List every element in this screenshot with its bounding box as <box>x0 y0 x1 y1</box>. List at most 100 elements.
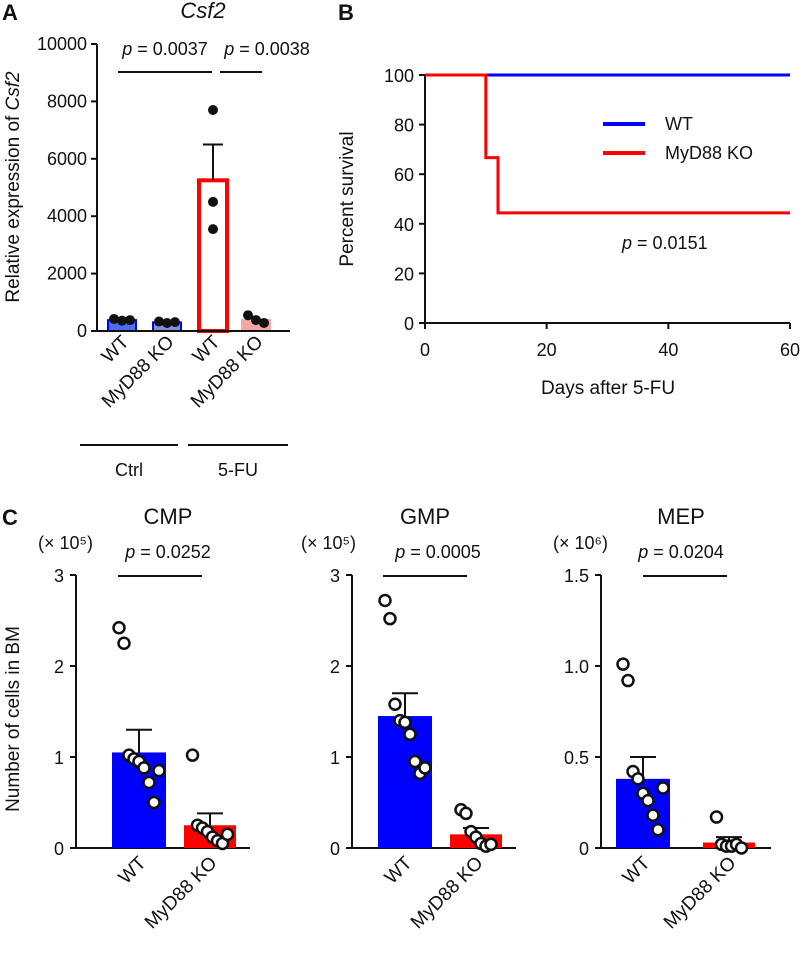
data-point <box>646 808 660 822</box>
y-tick-label: 3 <box>54 566 64 586</box>
y-tick-label: 0 <box>404 314 414 334</box>
data-point <box>243 310 253 321</box>
chart-title: CMP <box>144 504 193 529</box>
panel-letter-b: B <box>338 0 354 25</box>
axis-multiplier: (× 10⁵) <box>301 533 356 553</box>
p-value-label: p = 0.0252 <box>124 542 211 562</box>
data-point <box>734 841 749 855</box>
category-label: MyD88 KO <box>141 853 222 934</box>
data-point <box>208 224 218 235</box>
data-point <box>152 763 166 778</box>
y-tick-label: 8000 <box>47 91 87 111</box>
x-tick-label: 0 <box>420 340 430 360</box>
x-tick-label: 40 <box>658 340 678 360</box>
p-value-label: p = 0.0151 <box>621 233 708 253</box>
y-tick-label: 80 <box>394 116 414 136</box>
data-point <box>117 636 131 650</box>
axis-multiplier: (× 10⁶) <box>553 533 608 553</box>
chart-title: GMP <box>400 504 450 529</box>
subchart-mep: MEP (× 10⁶) 0 0.5 1.0 1.5 WT MyD88 KO p = 0.0204 <box>553 504 771 933</box>
data-point <box>208 196 218 207</box>
y-tick-label: 1.5 <box>564 566 589 586</box>
y-axis-label: Number of cells in BM <box>3 626 24 812</box>
data-point <box>388 697 402 711</box>
y-tick-label: 0.5 <box>564 748 589 768</box>
y-tick-label: 2 <box>330 657 340 677</box>
y-axis-label: Relative expression of Csf2 <box>3 71 24 303</box>
data-point <box>616 657 630 671</box>
legend-label: MyD88 KO <box>665 143 753 163</box>
data-point <box>631 772 645 786</box>
y-tick-label: 0 <box>579 839 589 859</box>
error-bar-2 <box>203 143 223 181</box>
data-point <box>112 621 126 635</box>
y-tick-label: 0 <box>330 839 340 859</box>
data-point <box>641 793 655 808</box>
p-value-label: p = 0.0037 <box>121 39 208 59</box>
data-point <box>651 823 665 837</box>
error-bar <box>197 812 223 826</box>
data-point <box>408 754 422 769</box>
data-point <box>403 727 417 741</box>
y-tick-label: 40 <box>394 215 414 235</box>
panel-letter-a: A <box>2 0 18 25</box>
category-label: MyD88 KO <box>407 853 488 934</box>
data-point <box>378 593 392 608</box>
group-label: Ctrl <box>115 460 143 480</box>
category-label: WT <box>381 852 417 888</box>
error-bar <box>126 728 152 753</box>
data-point <box>109 313 119 324</box>
x-axis-label: Days after 5-FU <box>541 378 675 399</box>
data-point <box>656 781 670 795</box>
group-label: 5-FU <box>218 460 258 480</box>
data-point <box>621 673 635 688</box>
y-tick-label: 60 <box>394 165 414 185</box>
y-tick-label: 6000 <box>47 149 87 169</box>
data-point <box>170 317 180 328</box>
x-tick-label: 20 <box>537 340 557 360</box>
p-value-label: p = 0.0204 <box>637 542 724 562</box>
category-label: MyD88 KO <box>660 853 741 934</box>
data-point <box>251 315 261 326</box>
panel-b-survival-chart: 0 20 40 60 80 100 0 20 40 60 Days after 5-FU Percen… <box>337 66 800 399</box>
axis-multiplier: (× 10⁵) <box>38 533 93 553</box>
data-point <box>185 748 200 762</box>
panel-letter-c: C <box>2 505 18 530</box>
legend-label: WT <box>665 114 693 134</box>
category-label: WT <box>98 331 134 367</box>
error-bar <box>392 692 418 717</box>
category-label: WT <box>619 852 655 888</box>
data-point <box>459 806 473 821</box>
y-tick-label: 4000 <box>47 206 87 226</box>
chart-title: Csf2 <box>180 0 225 23</box>
y-tick-label: 0 <box>77 321 87 341</box>
data-point <box>137 761 151 775</box>
p-value-label: p = 0.0005 <box>394 542 481 562</box>
data-point <box>208 105 218 116</box>
data-point <box>259 317 269 328</box>
data-point <box>220 827 235 842</box>
y-tick-label: 1.0 <box>564 657 589 677</box>
data-point <box>147 795 161 810</box>
series-line-myd88-ko <box>425 73 790 215</box>
data-point <box>162 317 172 328</box>
y-tick-label: 10000 <box>37 34 87 54</box>
panel-a-csf2-chart: Csf2 0 2000 4000 6000 8000 10000 Relative expre… <box>3 0 310 480</box>
y-tick-label: 20 <box>394 264 414 284</box>
y-tick-label: 1 <box>54 748 64 768</box>
data-point <box>709 810 724 824</box>
y-axis-label: Percent survival <box>337 131 358 266</box>
data-point <box>398 715 412 730</box>
data-point <box>484 837 498 852</box>
data-point <box>142 775 156 790</box>
y-tick-label: 2000 <box>47 264 87 284</box>
data-point <box>383 611 397 626</box>
x-tick-label: 60 <box>780 340 800 360</box>
category-label: WT <box>115 852 151 888</box>
y-tick-label: 3 <box>330 566 340 586</box>
category-label: WT <box>189 331 225 367</box>
